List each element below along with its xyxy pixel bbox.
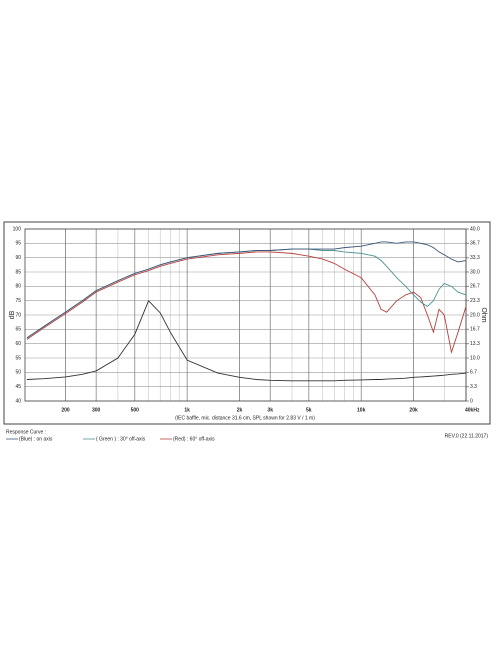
y2-tick-label: 33.3 (470, 255, 480, 261)
legend-label: (Red) : 60° off-axis (173, 436, 215, 442)
y-tick-label: 90 (15, 255, 21, 261)
y-tick-label: 50 (15, 370, 21, 376)
x-tick-label: 200 (61, 407, 70, 413)
y-tick-label: 65 (15, 327, 21, 333)
y-tick-label: 70 (15, 312, 21, 318)
y-tick-label: 95 (15, 241, 21, 247)
x-tick-label: 5k (306, 407, 312, 413)
y2-tick-label: 13.3 (470, 341, 480, 347)
legend-label: (Blue) : on axis (19, 436, 53, 442)
y-tick-label: 45 (15, 384, 21, 390)
y-tick-label: 40 (15, 398, 21, 404)
y2-tick-label: 16.7 (470, 327, 480, 333)
y-tick-label: 100 (13, 226, 22, 232)
y2-tick-label: 3.3 (470, 384, 477, 390)
subtitle: (IEC baffle, mic. distance 31.6 cm, SPL … (175, 415, 315, 421)
y-tick-label: 80 (15, 284, 21, 290)
y2-tick-label: 30.0 (470, 269, 480, 275)
x-tick-label: 300 (92, 407, 101, 413)
legend-title: Response Curve : (6, 429, 46, 435)
y2-tick-label: 36.7 (470, 241, 480, 247)
y2-tick-label: 10.0 (470, 355, 480, 361)
chart-frame (3, 221, 491, 425)
y2-tick-label: 6.7 (470, 370, 477, 376)
y-tick-label: 60 (15, 341, 21, 347)
x-tick-label: 500 (131, 407, 140, 413)
series-line (26, 241, 467, 339)
y2-tick-label: 23.3 (470, 298, 480, 304)
x-tick-label: 20k (409, 407, 418, 413)
y2-tick-label: 26.7 (470, 284, 480, 290)
series-line (26, 300, 467, 382)
x-tick-label: 40kHz (465, 407, 480, 413)
y2-axis-label: Ohm (480, 307, 487, 322)
y2-tick-label: 40.0 (470, 226, 480, 232)
x-tick-label: 10k (357, 407, 366, 413)
x-tick-label: 3k (267, 407, 273, 413)
y2-tick-label: 20.0 (470, 312, 480, 318)
x-tick-label: 2k (237, 407, 243, 413)
x-tick-label: 1k (184, 407, 190, 413)
y-tick-label: 85 (15, 269, 21, 275)
plot-area (24, 228, 467, 402)
y-tick-label: 55 (15, 355, 21, 361)
legend-label: ( Green ) : 30° off-axis (96, 436, 146, 442)
y-axis-label: dB (9, 310, 16, 319)
y-tick-label: 75 (15, 298, 21, 304)
revision-note: REV.0 (22.11.2017) (445, 433, 489, 439)
series-line (26, 251, 467, 355)
y2-tick-label: 0 (470, 398, 473, 404)
